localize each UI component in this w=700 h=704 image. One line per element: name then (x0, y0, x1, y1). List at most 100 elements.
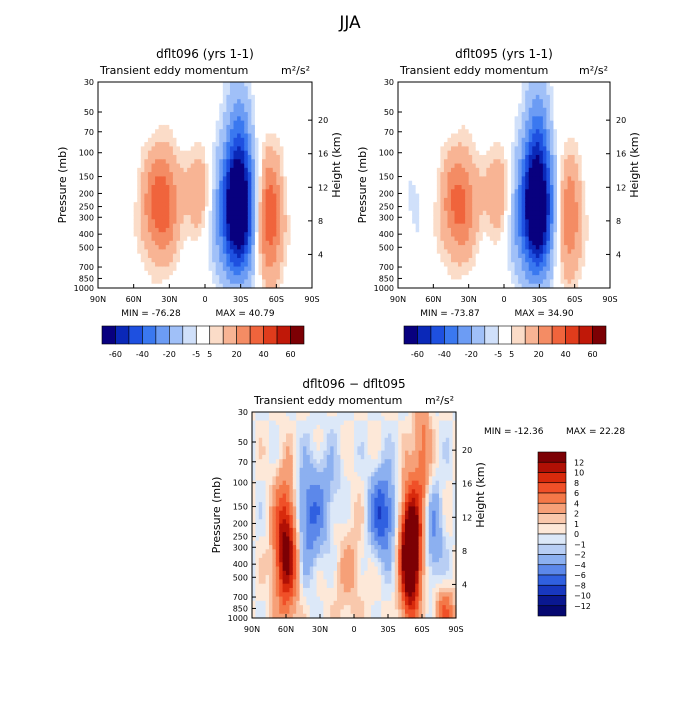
field-cell (416, 237, 420, 242)
field-cell (223, 262, 227, 267)
field-cell (176, 176, 180, 181)
field-cell (515, 129, 519, 134)
field-cell (130, 189, 134, 194)
field-cell (476, 237, 480, 242)
field-cell (223, 138, 227, 143)
field-cell (119, 159, 123, 164)
field-cell (212, 82, 216, 87)
field-cell (447, 262, 451, 267)
field-cell (522, 108, 526, 113)
field-cell (472, 176, 476, 181)
field-cell (216, 121, 220, 126)
field-cell (187, 91, 191, 96)
field-cell (201, 121, 205, 126)
field-cell (269, 129, 273, 134)
field-cell (112, 241, 116, 246)
field-cell (508, 185, 512, 190)
field-cell (119, 146, 123, 151)
field-cell (184, 206, 188, 211)
field-cell (134, 224, 138, 229)
field-cell (123, 181, 127, 186)
field-cell (112, 99, 116, 104)
field-cell (130, 267, 134, 272)
field-cell (234, 155, 238, 160)
field-cell (248, 159, 252, 164)
field-cell (187, 279, 191, 284)
field-cell (423, 172, 427, 177)
field-cell (423, 267, 427, 272)
field-cell (437, 245, 441, 250)
field-cell (430, 198, 434, 203)
field-cell (269, 194, 273, 199)
field-cell (152, 181, 156, 186)
field-cell (455, 211, 459, 216)
field-cell (508, 198, 512, 203)
field-cell (476, 142, 480, 147)
field-cell (205, 95, 209, 100)
field-cell (525, 219, 529, 224)
field-cell (280, 134, 284, 139)
field-cell (209, 176, 213, 181)
field-cell (194, 241, 198, 246)
field-cell (248, 275, 252, 280)
field-cell (515, 202, 519, 207)
field-cell (116, 108, 120, 113)
field-cell (426, 146, 430, 151)
field-cell (180, 168, 184, 173)
field-cell (105, 151, 109, 156)
field-cell (180, 198, 184, 203)
field-cell (262, 86, 266, 91)
field-cell (458, 215, 462, 220)
field-cell (248, 181, 252, 186)
field-cell (169, 116, 173, 121)
field-cell (162, 176, 166, 181)
field-cell (109, 215, 113, 220)
field-cell (402, 241, 406, 246)
field-cell (402, 159, 406, 164)
field-cell (173, 202, 177, 207)
field-cell (237, 168, 241, 173)
field-cell (455, 108, 459, 113)
field-cell (259, 134, 263, 139)
field-cell (255, 138, 259, 143)
field-cell (287, 185, 291, 190)
field-cell (198, 219, 202, 224)
field-cell (176, 138, 180, 143)
field-cell (237, 142, 241, 147)
field-cell (219, 181, 223, 186)
field-cell (301, 168, 305, 173)
field-cell (169, 198, 173, 203)
field-cell (412, 151, 416, 156)
field-cell (198, 254, 202, 259)
field-cell (426, 82, 430, 87)
field-cell (511, 159, 515, 164)
field-cell (479, 232, 483, 237)
field-cell (237, 219, 241, 224)
field-cell (116, 206, 120, 211)
field-cell (255, 211, 259, 216)
field-cell (184, 129, 188, 134)
field-cell (447, 228, 451, 233)
field-cell (266, 159, 270, 164)
field-cell (130, 271, 134, 276)
field-cell (119, 237, 123, 242)
field-cell (409, 232, 413, 237)
field-cell (166, 181, 170, 186)
field-cell (301, 172, 305, 177)
field-cell (176, 103, 180, 108)
field-cell (433, 103, 437, 108)
field-cell (462, 245, 466, 250)
field-cell (402, 86, 406, 91)
field-cell (490, 108, 494, 113)
field-cell (112, 211, 116, 216)
field-cell (532, 279, 536, 284)
field-cell (144, 138, 148, 143)
field-cell (511, 138, 515, 143)
field-cell (198, 116, 202, 121)
field-cell (216, 224, 220, 229)
field-cell (440, 164, 444, 169)
field-cell (141, 254, 145, 259)
field-cell (511, 237, 515, 242)
field-cell (152, 211, 156, 216)
field-cell (105, 215, 109, 220)
